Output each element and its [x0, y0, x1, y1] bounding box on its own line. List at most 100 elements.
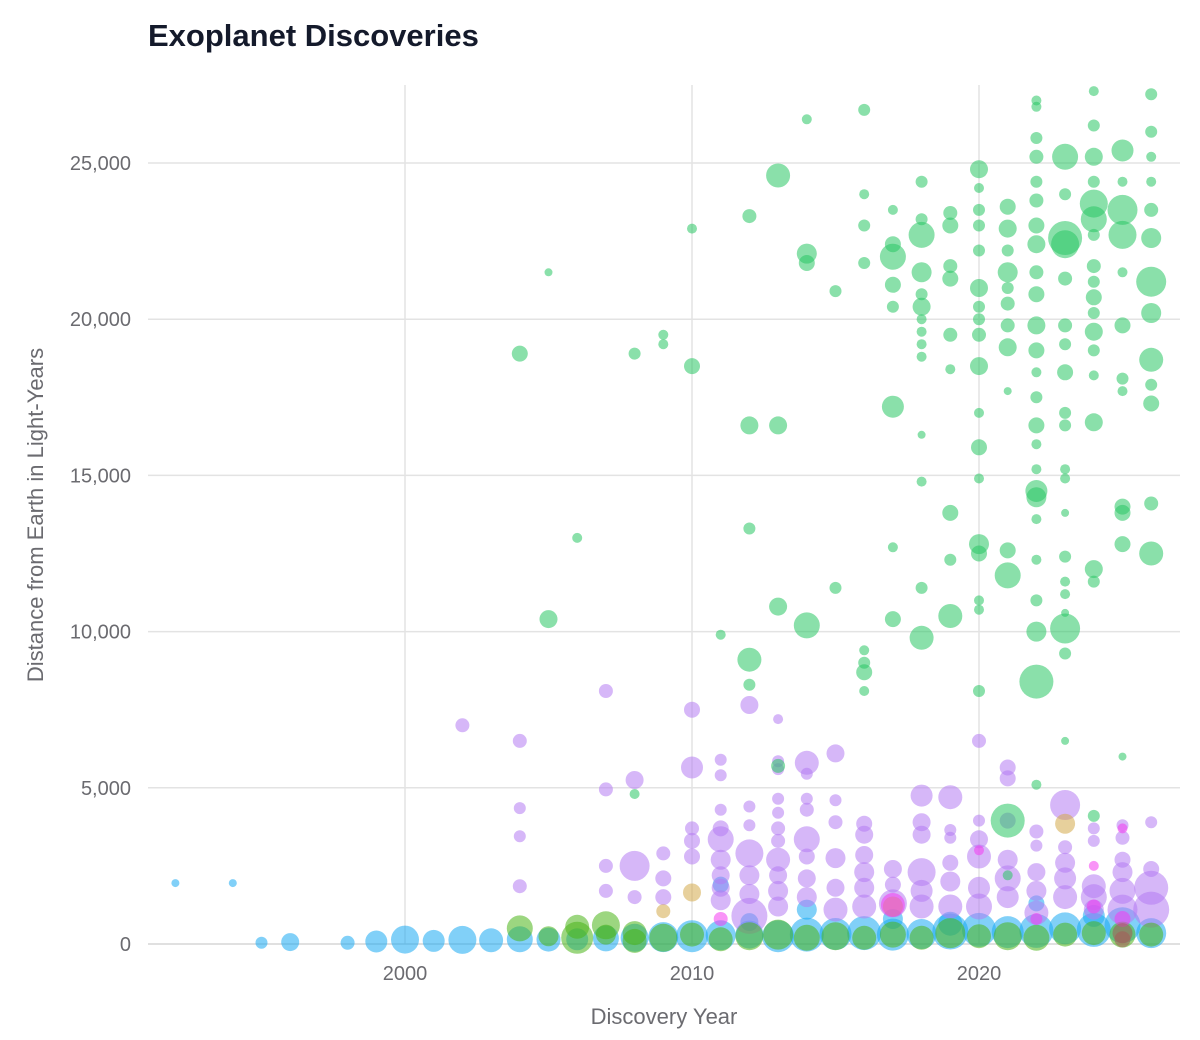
data-point[interactable] — [742, 209, 757, 224]
data-point[interactable] — [685, 821, 699, 836]
data-point[interactable] — [1029, 824, 1044, 839]
data-point[interactable] — [916, 326, 927, 337]
data-point[interactable] — [909, 925, 934, 950]
data-point[interactable] — [884, 611, 901, 628]
data-point[interactable] — [973, 300, 985, 313]
data-point[interactable] — [1057, 364, 1074, 381]
data-point[interactable] — [1059, 338, 1072, 351]
data-point[interactable] — [879, 243, 906, 270]
data-point[interactable] — [1107, 194, 1138, 225]
data-point[interactable] — [800, 767, 813, 780]
data-point[interactable] — [769, 597, 788, 616]
data-point[interactable] — [572, 532, 583, 543]
data-point[interactable] — [798, 255, 815, 271]
data-point[interactable] — [1060, 576, 1071, 587]
data-point[interactable] — [735, 839, 764, 868]
data-point[interactable] — [768, 896, 789, 917]
data-point[interactable] — [859, 686, 870, 696]
data-point[interactable] — [513, 802, 526, 815]
data-point[interactable] — [684, 832, 700, 849]
data-point[interactable] — [1146, 176, 1157, 187]
data-point[interactable] — [938, 604, 963, 628]
data-point[interactable] — [999, 198, 1016, 215]
data-point[interactable] — [714, 769, 727, 782]
data-point[interactable] — [942, 504, 959, 521]
data-point[interactable] — [656, 846, 671, 861]
data-point[interactable] — [513, 830, 526, 843]
data-point[interactable] — [940, 871, 961, 892]
data-point[interactable] — [1000, 296, 1015, 311]
data-point[interactable] — [829, 794, 842, 807]
data-point[interactable] — [1114, 504, 1131, 521]
data-point[interactable] — [772, 806, 785, 819]
data-point[interactable] — [825, 848, 846, 869]
data-point[interactable] — [598, 883, 613, 898]
data-point[interactable] — [974, 595, 984, 606]
data-point[interactable] — [707, 826, 734, 853]
data-point[interactable] — [1112, 862, 1133, 883]
data-point[interactable] — [1031, 439, 1042, 450]
data-point[interactable] — [171, 879, 180, 888]
data-point[interactable] — [1141, 303, 1162, 323]
data-point[interactable] — [793, 826, 820, 853]
data-point[interactable] — [1019, 664, 1054, 699]
data-point[interactable] — [365, 930, 388, 953]
data-point[interactable] — [943, 206, 958, 220]
data-point[interactable] — [1030, 175, 1043, 188]
data-point[interactable] — [996, 886, 1019, 909]
data-point[interactable] — [829, 581, 842, 594]
data-point[interactable] — [658, 339, 669, 350]
data-point[interactable] — [1029, 265, 1044, 280]
data-point[interactable] — [1029, 193, 1044, 208]
data-point[interactable] — [1117, 176, 1128, 187]
data-point[interactable] — [281, 933, 300, 952]
data-point[interactable] — [915, 175, 928, 188]
data-point[interactable] — [801, 114, 812, 125]
data-point[interactable] — [539, 610, 558, 629]
data-point[interactable] — [887, 542, 898, 553]
data-point[interactable] — [1061, 736, 1070, 745]
data-point[interactable] — [773, 714, 784, 725]
data-point[interactable] — [710, 890, 731, 911]
data-point[interactable] — [391, 925, 419, 954]
data-point[interactable] — [998, 219, 1017, 238]
data-point[interactable] — [340, 935, 355, 950]
data-point[interactable] — [798, 848, 815, 865]
data-point[interactable] — [974, 183, 984, 193]
data-point[interactable] — [1052, 143, 1079, 170]
data-point[interactable] — [1061, 508, 1070, 517]
data-point[interactable] — [915, 581, 928, 594]
data-point[interactable] — [1145, 816, 1158, 829]
data-point[interactable] — [448, 925, 477, 954]
data-point[interactable] — [887, 204, 898, 215]
data-point[interactable] — [766, 163, 791, 188]
data-point[interactable] — [627, 890, 642, 905]
data-point[interactable] — [916, 476, 927, 487]
data-point[interactable] — [598, 858, 613, 873]
data-point[interactable] — [912, 813, 931, 832]
data-point[interactable] — [997, 849, 1018, 870]
data-point[interactable] — [912, 297, 931, 316]
data-point[interactable] — [629, 789, 640, 799]
data-point[interactable] — [771, 758, 786, 773]
data-point[interactable] — [854, 877, 875, 898]
data-point[interactable] — [595, 924, 616, 945]
data-point[interactable] — [796, 887, 817, 908]
data-point[interactable] — [680, 922, 704, 947]
data-point[interactable] — [1002, 870, 1013, 881]
data-point[interactable] — [971, 439, 987, 456]
data-point[interactable] — [1139, 347, 1164, 372]
data-point[interactable] — [1059, 419, 1072, 432]
data-point[interactable] — [1084, 147, 1103, 166]
data-point[interactable] — [973, 244, 985, 257]
data-point[interactable] — [909, 894, 934, 919]
data-point[interactable] — [1030, 913, 1043, 925]
data-point[interactable] — [743, 678, 756, 691]
data-point[interactable] — [973, 814, 985, 827]
data-point[interactable] — [858, 219, 871, 232]
data-point[interactable] — [715, 629, 726, 640]
data-point[interactable] — [1029, 149, 1044, 164]
data-point[interactable] — [1139, 922, 1164, 947]
data-point[interactable] — [828, 815, 843, 830]
data-point[interactable] — [1081, 921, 1106, 946]
